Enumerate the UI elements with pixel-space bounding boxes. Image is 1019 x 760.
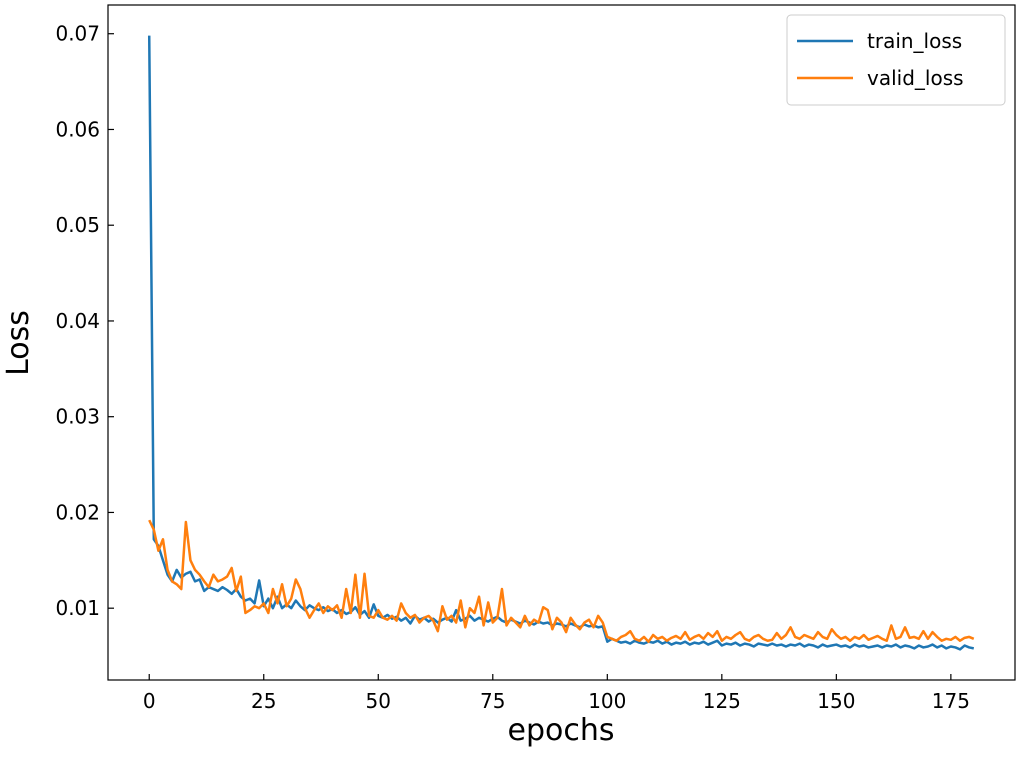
y-tick-label: 0.05	[55, 213, 100, 237]
x-tick-label: 25	[251, 689, 276, 713]
series-line	[148, 519, 975, 643]
x-tick-label: 75	[480, 689, 505, 713]
y-tick-label: 0.02	[55, 500, 100, 524]
y-tick-label: 0.06	[55, 117, 100, 141]
series-line	[147, 35, 975, 651]
x-tick-label: 150	[817, 689, 855, 713]
y-tick-label: 0.01	[55, 596, 100, 620]
x-tick-label: 0	[143, 689, 156, 713]
plot-frame	[107, 4, 1016, 681]
x-tick-label: 175	[932, 689, 970, 713]
x-axis-label: epochs	[508, 713, 615, 748]
x-tick-label: 50	[366, 689, 391, 713]
y-tick-label: 0.03	[55, 405, 100, 429]
legend-label: valid_loss	[867, 66, 964, 90]
y-tick-label: 0.07	[55, 22, 100, 46]
y-tick-label: 0.04	[55, 309, 100, 333]
x-tick-label: 125	[703, 689, 741, 713]
legend-box	[786, 14, 1006, 106]
y-axis-label: Loss	[1, 310, 36, 376]
legend-label: train_loss	[867, 29, 962, 53]
x-tick-label: 100	[588, 689, 626, 713]
